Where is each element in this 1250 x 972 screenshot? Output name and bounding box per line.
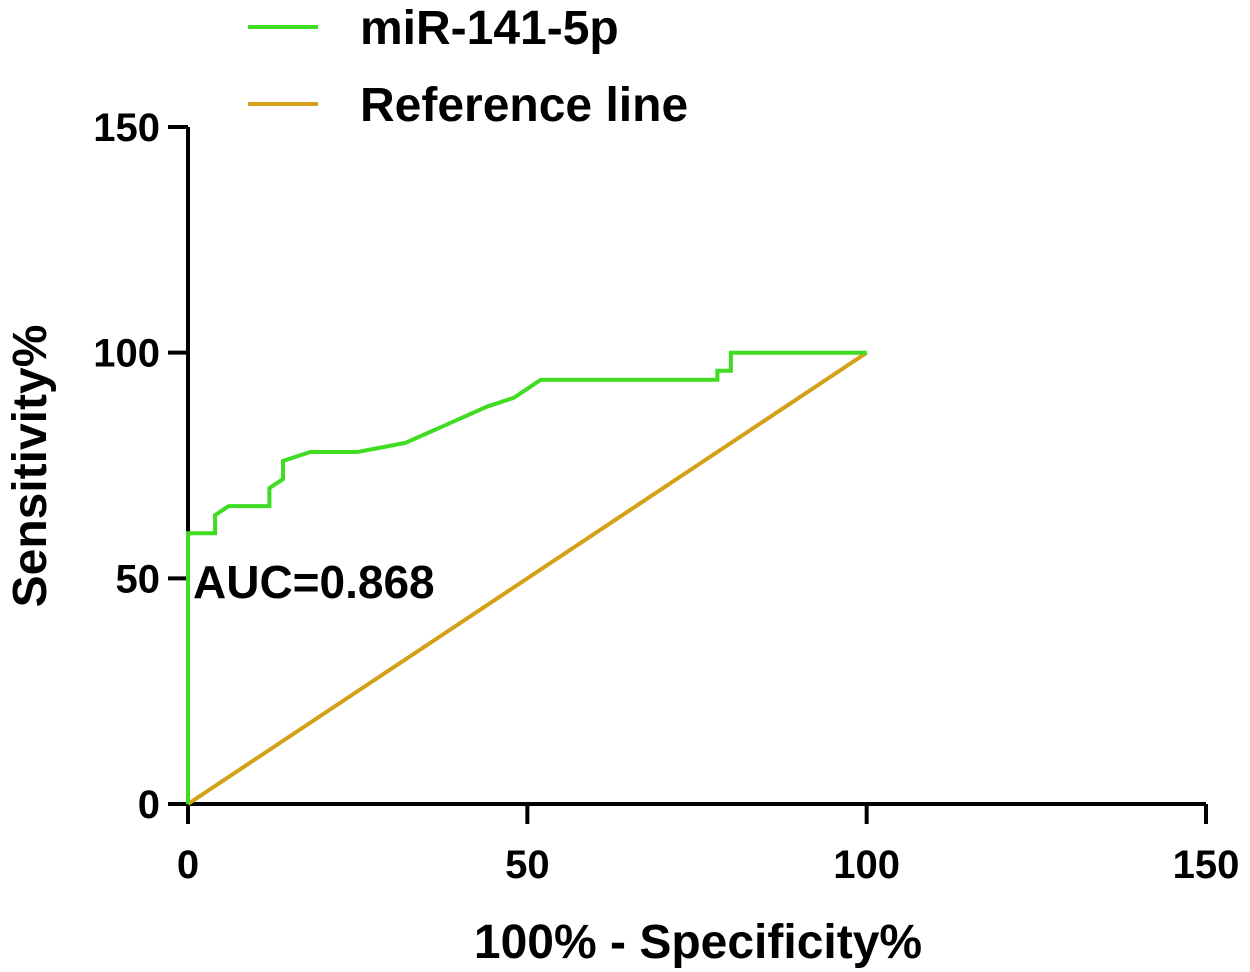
x-tick-label: 50 [505, 843, 550, 887]
y-tick-label: 50 [116, 557, 161, 601]
auc-annotation: AUC=0.868 [193, 556, 435, 608]
y-tick-label: 0 [138, 783, 160, 827]
x-tick-label: 150 [1173, 843, 1240, 887]
series-layer [186, 350, 868, 806]
axes: 0 50 100 150 0 50 100 150 [93, 106, 1239, 887]
series-line-reference-line [186, 351, 868, 806]
x-tick-label: 0 [177, 843, 199, 887]
x-tick-label: 100 [833, 843, 900, 887]
y-tick-label: 100 [93, 332, 160, 376]
x-axis-title: 100% - Specificity% [474, 916, 922, 969]
y-axis-title: Sensitivity% [4, 325, 57, 608]
series-line-mir-141-5p [186, 350, 867, 804]
legend: miR-141-5p Reference line [248, 2, 688, 132]
y-tick-label: 150 [93, 106, 160, 150]
legend-label-reference-line: Reference line [360, 79, 688, 132]
legend-label-mir-141-5p: miR-141-5p [360, 2, 619, 55]
